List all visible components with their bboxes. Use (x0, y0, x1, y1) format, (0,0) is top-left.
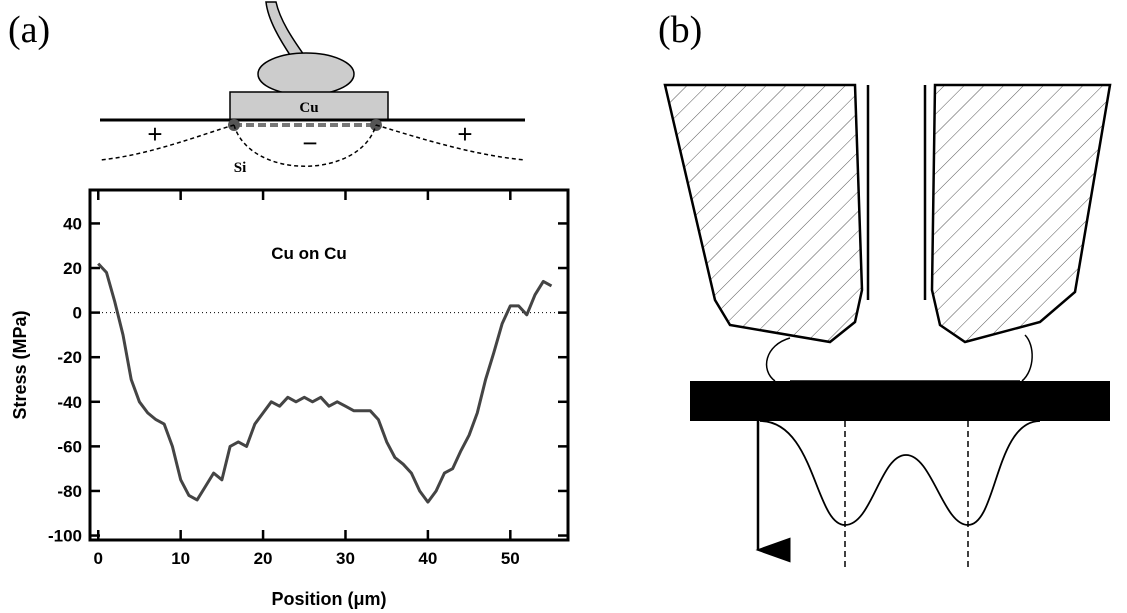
panel-label: (b) (658, 9, 702, 51)
figure: (a) (b) Cu Si + − + Cu on Cu Position (μ… (0, 0, 1127, 613)
data-line (98, 264, 551, 503)
y-tick-label: -40 (57, 393, 82, 412)
panel-label: (a) (8, 9, 50, 51)
charge-label: − (302, 128, 317, 158)
y-tick-label: 0 (73, 304, 82, 323)
x-tick-label: 30 (336, 549, 355, 568)
metal-label: Cu (299, 100, 318, 116)
x-tick-label: 10 (171, 549, 190, 568)
y-tick-label: -80 (57, 482, 82, 501)
y-tick-label: -20 (57, 348, 82, 367)
x-tick-label: 50 (501, 549, 520, 568)
x-tick-label: 0 (94, 549, 103, 568)
charge-label: + (457, 119, 472, 149)
bond-tool (665, 85, 1110, 570)
charge-label: + (147, 119, 162, 149)
y-axis-label: Stress (MPa) (10, 310, 30, 419)
x-tick-label: 40 (418, 549, 437, 568)
y-tick-label: -100 (48, 527, 82, 546)
y-tick-label: 20 (63, 259, 82, 278)
y-tick-label: -60 (57, 437, 82, 456)
x-axis-label: Position (μm) (271, 589, 386, 609)
y-tick-label: 40 (63, 214, 82, 233)
plot-frame (90, 190, 568, 540)
x-tick-label: 20 (254, 549, 273, 568)
annotation: Cu on Cu (271, 244, 347, 263)
substrate-label: Si (234, 160, 247, 176)
